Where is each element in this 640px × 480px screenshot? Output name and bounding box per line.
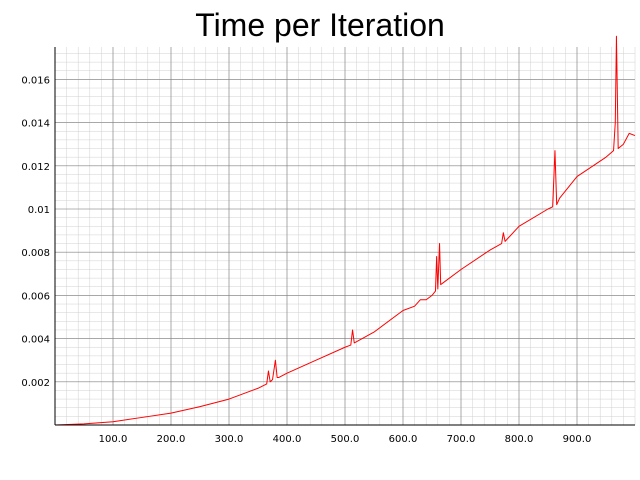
x-tick-label: 800.0 [505, 434, 534, 445]
y-tick-label: 0.012 [21, 162, 50, 173]
x-tick-label: 500.0 [331, 434, 360, 445]
y-tick-label: 0.008 [21, 248, 50, 259]
x-tick-label: 100.0 [99, 434, 128, 445]
x-tick-label: 400.0 [273, 434, 302, 445]
series-line-0 [54, 35, 636, 426]
x-tick-label: 900.0 [563, 434, 592, 445]
y-tick-label: 0.014 [21, 119, 50, 130]
x-tick-label: 300.0 [215, 434, 244, 445]
x-tick-label: 600.0 [389, 434, 418, 445]
major-grid [55, 47, 635, 425]
y-tick-label: 0.004 [21, 335, 50, 346]
x-tick-labels: 100.0 200.0 300.0 400.0 500.0 600.0 700.0 800.0… [99, 434, 592, 445]
y-tick-label: 0.002 [21, 378, 50, 389]
series-layer [54, 35, 636, 426]
y-tick-label: 0.006 [21, 291, 50, 302]
x-tick-label: 700.0 [447, 434, 476, 445]
y-tick-label: 0.016 [21, 75, 50, 86]
y-tick-labels: 0.002 0.004 0.006 0.008 0.01 0.012 0.014 0.016 [21, 75, 50, 388]
y-tick-label: 0.01 [28, 205, 50, 216]
x-tick-label: 200.0 [157, 434, 186, 445]
chart-title: Time per Iteration [195, 7, 445, 43]
axes-layer [54, 47, 635, 426]
